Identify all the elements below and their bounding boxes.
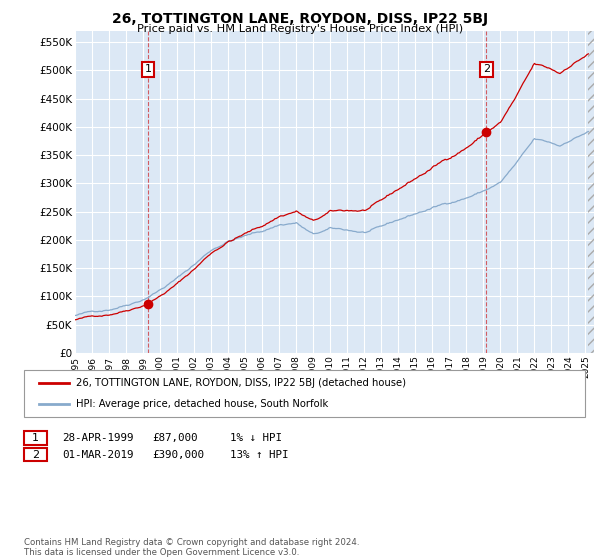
Text: 1: 1 (145, 64, 152, 74)
Text: 01-MAR-2019: 01-MAR-2019 (62, 450, 133, 460)
Text: 2: 2 (483, 64, 490, 74)
Text: 28-APR-1999: 28-APR-1999 (62, 433, 133, 443)
Bar (589, 31, 594, 353)
Text: 1: 1 (32, 433, 39, 443)
Text: HPI: Average price, detached house, South Norfolk: HPI: Average price, detached house, Sout… (76, 399, 328, 409)
Text: Price paid vs. HM Land Registry's House Price Index (HPI): Price paid vs. HM Land Registry's House … (137, 24, 463, 34)
Text: 26, TOTTINGTON LANE, ROYDON, DISS, IP22 5BJ: 26, TOTTINGTON LANE, ROYDON, DISS, IP22 … (112, 12, 488, 26)
Text: 1% ↓ HPI: 1% ↓ HPI (230, 433, 282, 443)
Text: Contains HM Land Registry data © Crown copyright and database right 2024.
This d: Contains HM Land Registry data © Crown c… (24, 538, 359, 557)
Text: 2: 2 (32, 450, 39, 460)
Text: £390,000: £390,000 (152, 450, 204, 460)
Text: £87,000: £87,000 (152, 433, 197, 443)
Text: 13% ↑ HPI: 13% ↑ HPI (230, 450, 289, 460)
Text: 26, TOTTINGTON LANE, ROYDON, DISS, IP22 5BJ (detached house): 26, TOTTINGTON LANE, ROYDON, DISS, IP22 … (76, 378, 406, 388)
